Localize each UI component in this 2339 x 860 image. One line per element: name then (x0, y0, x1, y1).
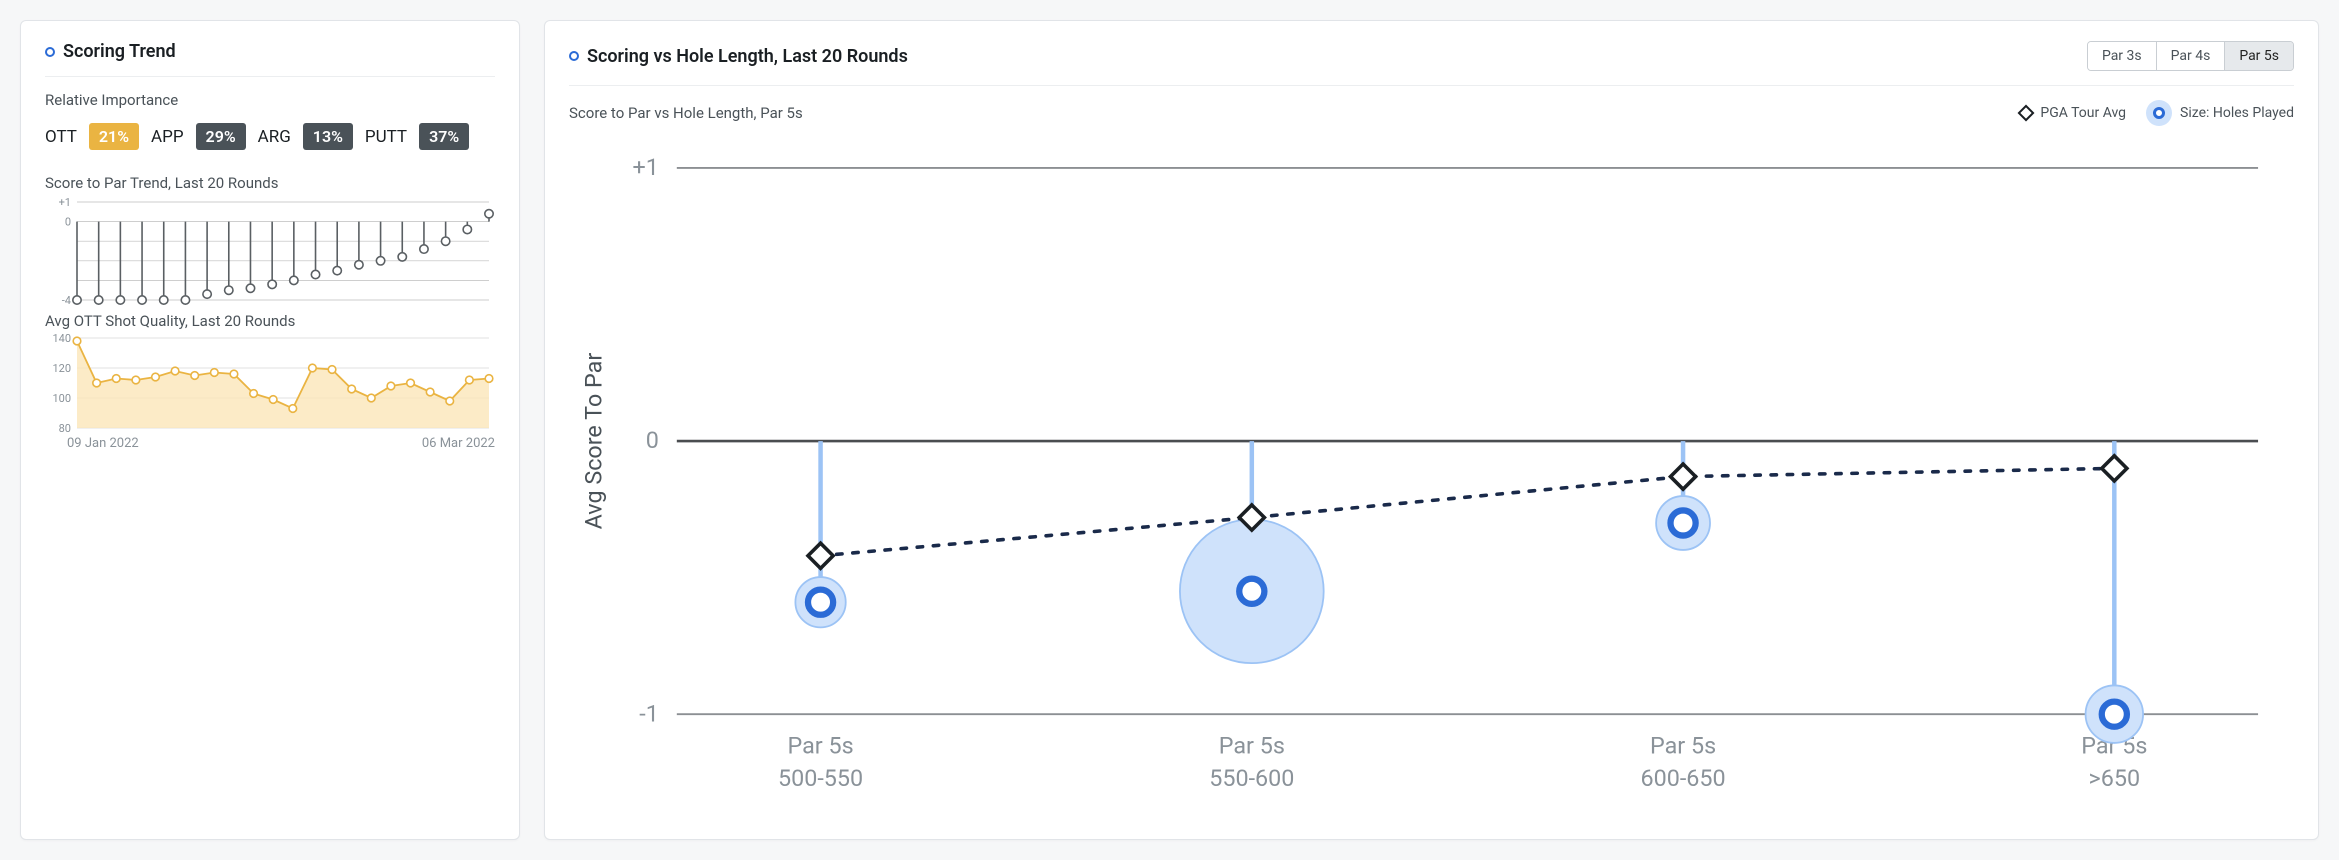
hole-length-chart: +1 0 -1 Avg Score To Par Par 5s 500-550 Par 5s… (569, 132, 2294, 815)
svg-text:Par 5s: Par 5s (1219, 732, 1285, 760)
subhead-row: Score to Par vs Hole Length, Par 5s PGA … (569, 100, 2294, 126)
svg-text:500-550: 500-550 (778, 764, 863, 792)
bullet-icon (45, 47, 55, 57)
legend-size: Size: Holes Played (2146, 100, 2294, 126)
card-header: Scoring Trend (45, 41, 495, 77)
tab-par-3s[interactable]: Par 3s (2088, 42, 2157, 70)
bubble-icon (2146, 100, 2172, 126)
svg-text:-1: -1 (639, 699, 659, 727)
title-text: Scoring vs Hole Length, Last 20 Rounds (587, 46, 908, 67)
tab-par-5s[interactable]: Par 5s (2225, 42, 2293, 70)
ott-quality-chart: 80 100 120 140 (45, 334, 495, 434)
card-title: Scoring Trend (45, 41, 176, 62)
bullet-icon (569, 51, 579, 61)
svg-text:+1: +1 (632, 153, 658, 181)
legend-size-label: Size: Holes Played (2180, 105, 2294, 121)
par-tabs: Par 3sPar 4sPar 5s (2087, 41, 2294, 71)
importance-row: OTT 21% APP 29% ARG 13% PUTT 37% (45, 123, 495, 150)
diamond-icon (2018, 105, 2035, 122)
importance-value-putt: 37% (419, 123, 469, 150)
score-trend-chart: +1 0 -4 (45, 196, 495, 306)
svg-text:>650: >650 (2089, 764, 2141, 792)
svg-text:80: 80 (59, 422, 71, 434)
importance-value-ott: 21% (89, 123, 139, 150)
scoring-trend-card: Scoring Trend Relative Importance OTT 21%… (20, 20, 520, 840)
svg-text:550-600: 550-600 (1209, 764, 1294, 792)
legend: PGA Tour Avg Size: Holes Played (2020, 100, 2294, 126)
date-start: 09 Jan 2022 (67, 436, 139, 451)
importance-value-app: 29% (196, 123, 246, 150)
svg-text:+1: +1 (59, 196, 71, 209)
svg-text:140: 140 (52, 334, 71, 345)
svg-text:Avg Score To Par: Avg Score To Par (579, 353, 607, 530)
date-end: 06 Mar 2022 (422, 436, 495, 451)
importance-label-ott: OTT (45, 127, 77, 147)
svg-text:0: 0 (65, 216, 71, 229)
svg-text:-4: -4 (62, 294, 71, 306)
importance-value-arg: 13% (303, 123, 353, 150)
ott-chart-title: Avg OTT Shot Quality, Last 20 Rounds (45, 312, 495, 330)
svg-text:100: 100 (52, 392, 71, 405)
legend-pga-label: PGA Tour Avg (2040, 105, 2126, 121)
svg-text:0: 0 (646, 426, 659, 454)
trend-chart-title: Score to Par Trend, Last 20 Rounds (45, 174, 495, 192)
title-text: Scoring Trend (63, 41, 176, 62)
importance-label-putt: PUTT (365, 127, 407, 147)
card-title: Scoring vs Hole Length, Last 20 Rounds (569, 46, 908, 67)
svg-text:600-650: 600-650 (1640, 764, 1725, 792)
chart-subtitle: Score to Par vs Hole Length, Par 5s (569, 104, 803, 122)
card-header: Scoring vs Hole Length, Last 20 Rounds P… (569, 41, 2294, 86)
date-range-row: 09 Jan 2022 06 Mar 2022 (45, 434, 495, 451)
tab-par-4s[interactable]: Par 4s (2157, 42, 2226, 70)
svg-text:Par 5s: Par 5s (787, 732, 853, 760)
svg-text:Par 5s: Par 5s (1650, 732, 1716, 760)
importance-label: Relative Importance (45, 91, 495, 109)
importance-label-arg: ARG (258, 127, 291, 147)
svg-text:120: 120 (52, 362, 71, 375)
hole-length-card: Scoring vs Hole Length, Last 20 Rounds P… (544, 20, 2319, 840)
legend-pga: PGA Tour Avg (2020, 105, 2126, 121)
importance-label-app: APP (151, 127, 184, 147)
